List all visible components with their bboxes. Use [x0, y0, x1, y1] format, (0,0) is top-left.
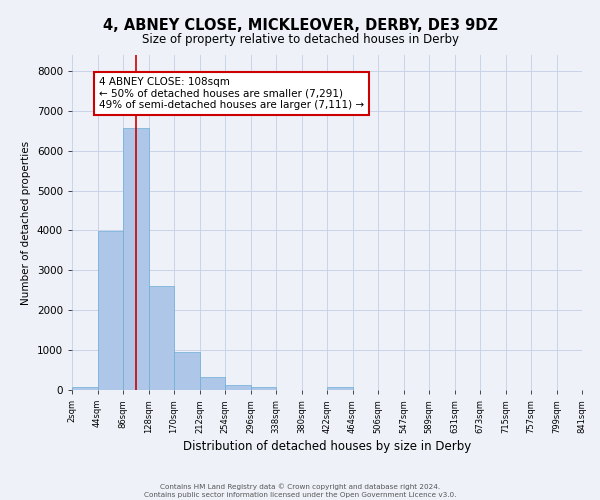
Bar — [327, 387, 353, 390]
Bar — [149, 286, 174, 390]
Bar — [123, 128, 149, 390]
Bar — [199, 377, 225, 390]
Text: 4, ABNEY CLOSE, MICKLEOVER, DERBY, DE3 9DZ: 4, ABNEY CLOSE, MICKLEOVER, DERBY, DE3 9… — [103, 18, 497, 32]
Bar — [225, 385, 251, 390]
Bar — [174, 352, 199, 390]
Bar — [251, 387, 276, 390]
X-axis label: Distribution of detached houses by size in Derby: Distribution of detached houses by size … — [183, 440, 471, 453]
Text: 4 ABNEY CLOSE: 108sqm
← 50% of detached houses are smaller (7,291)
49% of semi-d: 4 ABNEY CLOSE: 108sqm ← 50% of detached … — [99, 77, 364, 110]
Text: Contains HM Land Registry data © Crown copyright and database right 2024.
Contai: Contains HM Land Registry data © Crown c… — [144, 484, 456, 498]
Bar — [72, 387, 97, 390]
Text: Size of property relative to detached houses in Derby: Size of property relative to detached ho… — [142, 32, 458, 46]
Bar — [97, 232, 123, 390]
Y-axis label: Number of detached properties: Number of detached properties — [21, 140, 31, 304]
